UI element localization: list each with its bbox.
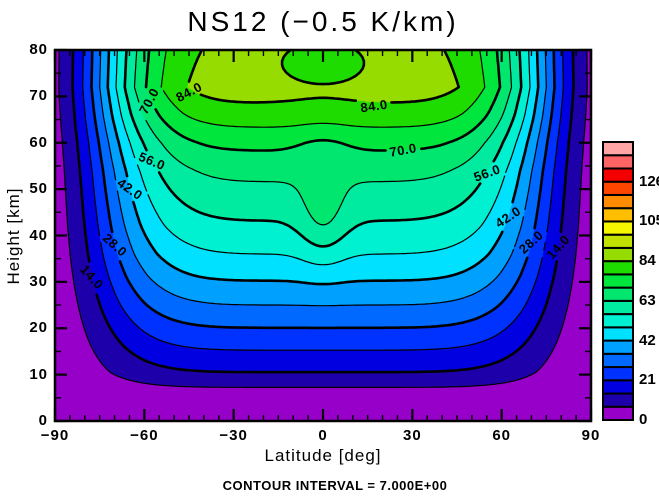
colorbar-tick-label: 21 (639, 371, 656, 389)
colorbar-cell (602, 379, 634, 395)
x-tick-label: 30 (402, 427, 422, 444)
x-tick-label: −60 (130, 427, 159, 444)
y-tick-label: 70 (29, 87, 48, 105)
contour-line-14 (71, 50, 575, 374)
contour-line-77 (160, 50, 486, 128)
colorbar-cell (602, 339, 634, 355)
colorbar-cell (602, 220, 634, 236)
x-tick-label: 0 (318, 427, 328, 444)
y-tick-label: 30 (29, 272, 48, 290)
colorbar-cell (602, 167, 634, 183)
contour-line-21 (82, 50, 564, 351)
colorbar-tick-label: 126 (639, 172, 659, 190)
colorbar (602, 141, 634, 422)
colorbar-tick-label: 0 (639, 411, 648, 428)
y-tick-label: 0 (38, 412, 48, 429)
y-tick-label: 10 (29, 365, 48, 383)
colorbar-tick-label: 42 (639, 331, 656, 349)
y-tick-label: 80 (29, 41, 48, 58)
colorbar-cell (602, 154, 634, 170)
colorbar-cell (602, 366, 634, 382)
contour-line-63 (133, 50, 513, 226)
colorbar-cell (602, 246, 634, 263)
contour-line-70 (144, 50, 502, 152)
colorbar-cell (602, 273, 634, 289)
colorbar-cell (602, 326, 634, 342)
colorbar-cell (602, 299, 634, 316)
x-tick-label: 90 (581, 427, 601, 444)
colorbar-cell (602, 286, 634, 302)
colorbar-tick-label: 84 (639, 252, 656, 270)
colorbar-cell (602, 392, 634, 408)
contour-line-42 (106, 50, 540, 286)
colorbar-cell (602, 405, 634, 422)
y-tick-label: 40 (29, 226, 48, 244)
x-tick-label: −90 (40, 427, 70, 444)
x-axis-title: Latitude [deg] (264, 446, 382, 465)
contour-line-35 (99, 50, 547, 307)
colorbar-cell (602, 180, 634, 196)
axis-ticks (53, 48, 593, 423)
plot-title: NS12 (−0.5 K/km) (187, 6, 459, 37)
colorbar-cell (602, 313, 634, 329)
y-tick-label: 20 (29, 319, 48, 337)
contour-line-28 (90, 50, 556, 330)
x-tick-label: −30 (219, 427, 248, 444)
colorbar-cell (602, 141, 634, 157)
x-tick-label: 60 (492, 427, 511, 444)
colorbar-cell (602, 207, 634, 223)
y-tick-label: 50 (29, 180, 48, 198)
contour-line-56 (123, 50, 523, 248)
colorbar-tick-label: 105 (639, 212, 659, 230)
contour-line-84 (187, 50, 460, 104)
y-tick-label: 60 (29, 133, 48, 151)
contour-lines (58, 50, 588, 388)
colorbar-cell (602, 260, 634, 276)
contour-interval-annotation: CONTOUR INTERVAL = 7.000E+00 (222, 478, 448, 493)
colorbar-cell (602, 233, 634, 249)
colorbar-cell (602, 352, 634, 369)
colorbar-cell (602, 193, 634, 210)
colorbar-tick-label: 63 (639, 291, 656, 309)
y-axis-title: Height [km] (4, 187, 23, 285)
contour-line-49 (115, 50, 531, 266)
plot-frame (53, 48, 593, 423)
